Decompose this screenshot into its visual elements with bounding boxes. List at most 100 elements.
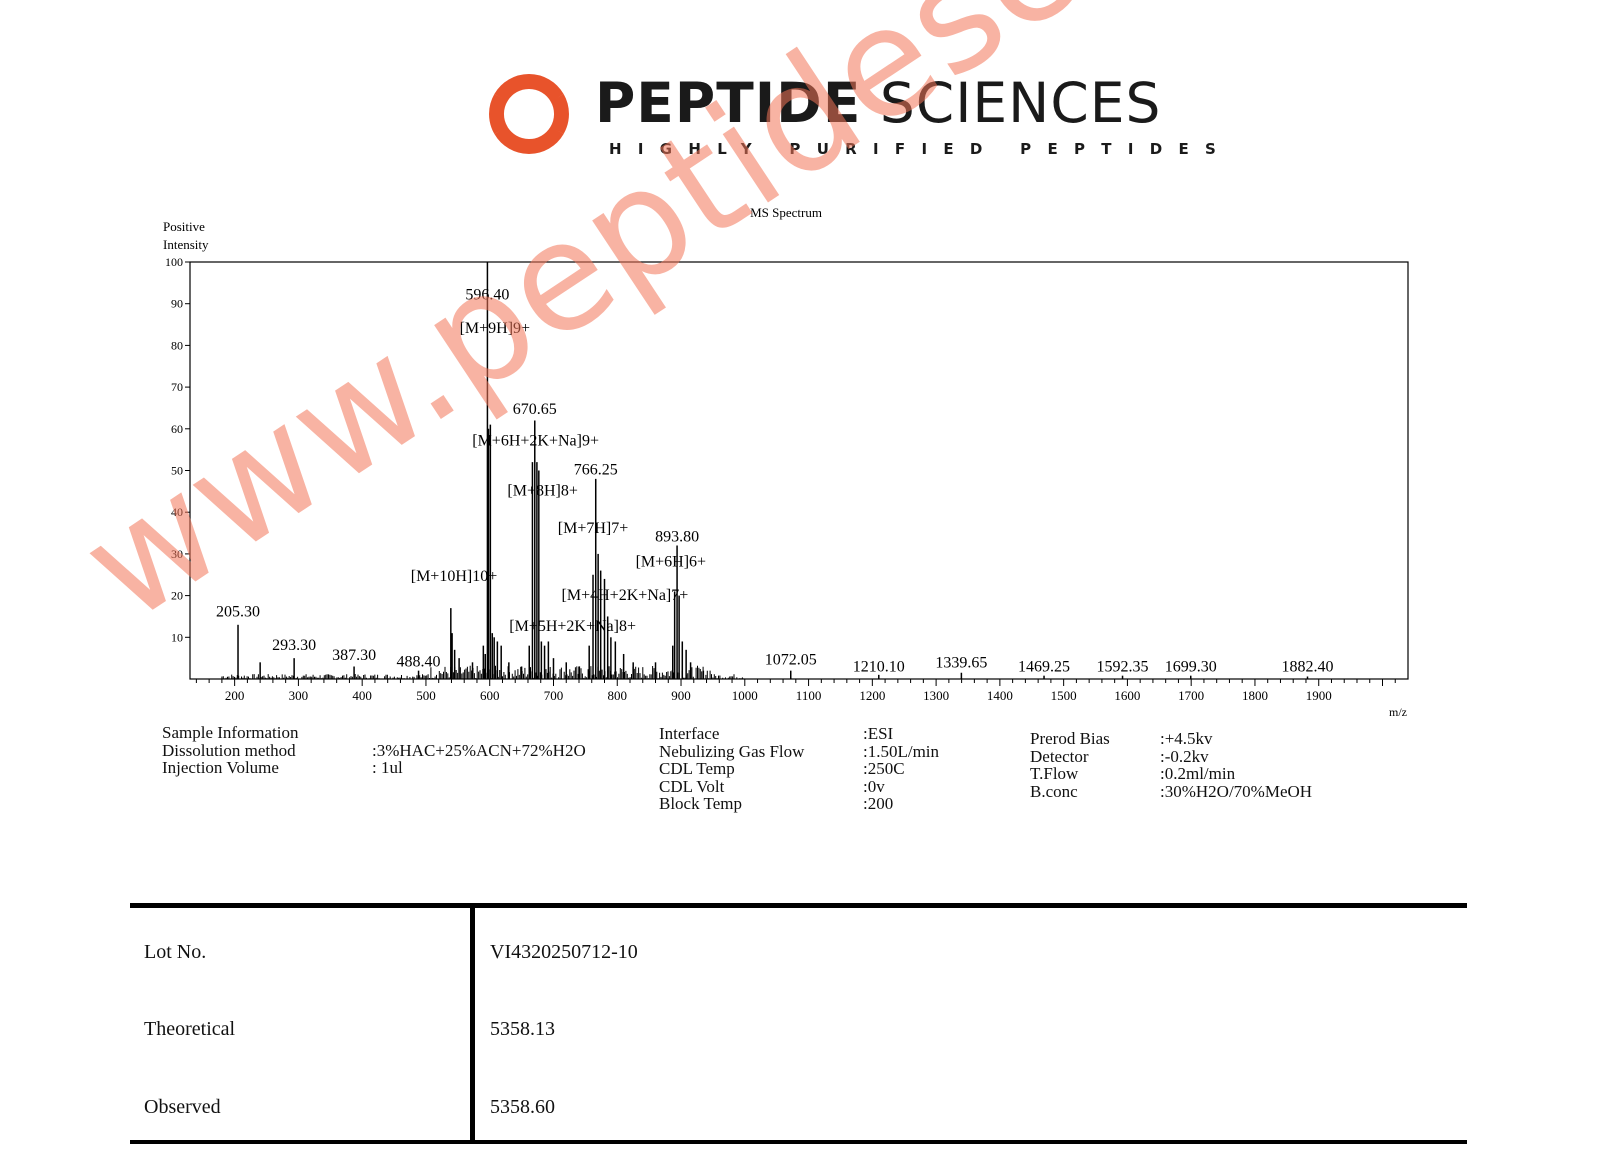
peak-label: 1072.05 xyxy=(765,651,817,668)
peak-label: 893.80 xyxy=(655,528,699,545)
cdl-volt-label: CDL Volt xyxy=(659,776,725,796)
brand-name: PEPTIDE SCIENCES xyxy=(595,76,1161,131)
injection-volume-value: : 1ul xyxy=(372,758,403,777)
peak-label: 1339.65 xyxy=(935,654,987,671)
y-tick-label: 80 xyxy=(171,338,183,352)
x-tick-label: 1000 xyxy=(732,688,758,703)
x-tick-label: 1100 xyxy=(796,688,822,703)
sample-info-value xyxy=(372,724,586,742)
nebulizing-gas-flow-value: :1.50L/min xyxy=(863,741,940,761)
y-tick-label: 20 xyxy=(171,589,183,603)
x-tick-label: 1300 xyxy=(923,688,949,703)
y-tick-label: 40 xyxy=(171,505,183,519)
table-bottom-border xyxy=(130,1140,1467,1144)
detector-info-labels: Prerod Bias Detector T.Flow B.conc xyxy=(1030,730,1110,800)
t-flow-label: T.Flow xyxy=(1030,764,1079,783)
b-conc-label: B.conc xyxy=(1030,781,1078,801)
x-tick-label: 200 xyxy=(225,688,245,703)
cdl-temp-value: :250C xyxy=(863,759,905,778)
instrument-info-labels: Interface Nebulizing Gas Flow CDL Temp C… xyxy=(659,725,804,813)
peak-label: [M+6H]6+ xyxy=(636,553,706,570)
table-column-divider xyxy=(470,903,475,1144)
y-tick-label: 90 xyxy=(171,297,183,311)
table-row-observed-value: 5358.60 xyxy=(490,1096,555,1118)
interface-label: Interface xyxy=(659,724,720,743)
peak-label: 670.65 xyxy=(513,401,557,418)
x-tick-label: 900 xyxy=(671,688,691,703)
y-tick-label: 50 xyxy=(171,464,183,478)
b-conc-value: :30%H2O/70%MeOH xyxy=(1160,781,1313,801)
peak-label: [M+4H+2K+Na]7+ xyxy=(562,587,689,604)
x-tick-label: 1400 xyxy=(987,688,1013,703)
block-temp-value: :200 xyxy=(863,794,894,813)
peptide-sciences-logo-icon xyxy=(489,74,569,154)
table-row-observed-label: Observed xyxy=(144,1096,221,1118)
table-row-theoretical-value: 5358.13 xyxy=(490,1018,555,1040)
t-flow-value: :0.2ml/min xyxy=(1160,764,1236,783)
cdl-temp-label: CDL Temp xyxy=(659,759,735,778)
y-tick-label: 70 xyxy=(171,380,183,394)
x-tick-label: 1700 xyxy=(1178,688,1204,703)
chart-title: MS Spectrum xyxy=(750,205,822,220)
instrument-info-values: :ESI :1.50L/min :250C :0v :200 xyxy=(863,725,939,813)
nebulizing-gas-flow-label: Nebulizing Gas Flow xyxy=(659,741,805,761)
cdl-volt-value: :0v xyxy=(863,776,885,796)
peak-label: 205.30 xyxy=(216,603,260,620)
peak-label: 596.40 xyxy=(465,287,509,304)
x-axis-label: m/z xyxy=(1389,705,1407,719)
x-tick-label: 400 xyxy=(352,688,372,703)
peak-label: [M+8H]8+ xyxy=(507,483,577,500)
block-temp-label: Block Temp xyxy=(659,794,743,813)
sample-info-values: :3%HAC+25%ACN+72%H2O : 1ul xyxy=(372,724,586,777)
peak-label: 1592.35 xyxy=(1097,658,1149,675)
x-tick-label: 1600 xyxy=(1114,688,1140,703)
dissolution-method-value: :3%HAC+25%ACN+72%H2O xyxy=(372,740,586,760)
peak-label: [M+5H+2K+Na]8+ xyxy=(509,618,636,635)
y-tick-label: 10 xyxy=(171,630,183,644)
y-tick-label: 30 xyxy=(171,547,183,561)
peak-label: 1210.10 xyxy=(853,658,905,675)
table-row-lot-label: Lot No. xyxy=(144,941,207,963)
peak-label: 293.30 xyxy=(272,637,316,654)
prerod-bias-value: :+4.5kv xyxy=(1160,729,1213,748)
detector-label: Detector xyxy=(1030,746,1089,766)
summary-table: Lot No. VI4320250712-10 Theoretical 5358… xyxy=(130,903,1467,1144)
peak-label: [M+9H]9+ xyxy=(460,320,530,337)
brand-name-bold: PEPTIDE xyxy=(595,71,862,135)
peak-label: 488.40 xyxy=(397,653,441,670)
peak-label: 1882.40 xyxy=(1281,658,1333,675)
injection-volume-label: Injection Volume xyxy=(162,758,279,777)
peak-label: 1699.30 xyxy=(1165,658,1217,675)
x-tick-label: 1900 xyxy=(1306,688,1332,703)
peak-label: [M+10H]10+ xyxy=(411,568,497,585)
sample-info-label: Sample Information xyxy=(162,723,299,742)
table-row-theoretical-label: Theoretical xyxy=(144,1018,236,1040)
sample-info-labels: Sample Information Dissolution method In… xyxy=(162,724,298,777)
x-tick-label: 800 xyxy=(608,688,628,703)
x-tick-label: 1500 xyxy=(1051,688,1077,703)
peak-label: 1469.25 xyxy=(1018,658,1070,675)
x-tick-label: 700 xyxy=(544,688,564,703)
detector-value: :-0.2kv xyxy=(1160,746,1209,766)
peak-label: [M+6H+2K+Na]9+ xyxy=(472,432,599,449)
brand-name-light: SCIENCES xyxy=(879,71,1162,135)
plot-frame xyxy=(189,261,1409,680)
table-row-lot-value: VI4320250712-10 xyxy=(490,941,638,963)
x-tick-label: 1200 xyxy=(859,688,885,703)
peak-label: [M+7H]7+ xyxy=(558,520,628,537)
y-axis-label-2: Intensity xyxy=(163,237,209,252)
detector-info-values: :+4.5kv :-0.2kv :0.2ml/min :30%H2O/70%Me… xyxy=(1160,730,1312,800)
y-tick-label: 60 xyxy=(171,422,183,436)
x-tick-label: 600 xyxy=(480,688,500,703)
brand-tagline: HIGHLY PURIFIED PEPTIDES xyxy=(609,140,1233,158)
dissolution-method-label: Dissolution method xyxy=(162,740,296,760)
table-top-border xyxy=(130,903,1467,908)
peak-label: 766.25 xyxy=(574,462,618,479)
prerod-bias-label: Prerod Bias xyxy=(1030,729,1110,748)
y-axis-label: Positive xyxy=(163,219,205,234)
x-tick-label: 1800 xyxy=(1242,688,1268,703)
x-tick-label: 300 xyxy=(289,688,309,703)
y-tick-label: 100 xyxy=(165,255,183,269)
ms-spectrum-chart: MS Spectrum Positive Intensity m/z 10 20 3… xyxy=(163,205,1409,719)
peak-label: 387.30 xyxy=(332,647,376,664)
